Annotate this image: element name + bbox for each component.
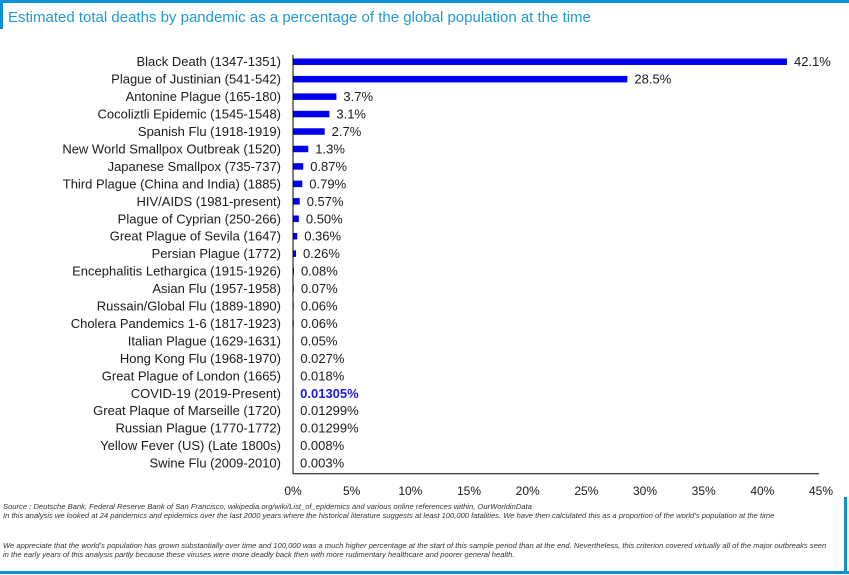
footnote-accent-bar xyxy=(844,497,847,572)
bar xyxy=(293,110,330,118)
value-label: 0.57% xyxy=(307,194,344,209)
bar xyxy=(293,215,299,223)
x-tick-label: 15% xyxy=(457,484,481,498)
bar xyxy=(293,75,628,83)
x-tick-label: 25% xyxy=(574,484,598,498)
title-accent-bar xyxy=(0,3,3,29)
top-border-rule xyxy=(0,0,849,3)
category-label: Black Death (1347-1351) xyxy=(136,54,281,69)
bar xyxy=(293,93,337,100)
bar xyxy=(293,145,309,153)
value-labels-group: 42.1% 28.5% 3.7% 3.1% 2.7% 1.3% 0.87% 0.79% 0.57… xyxy=(300,54,831,470)
category-label: Yellow Fever (US) (Late 1800s) xyxy=(100,438,281,453)
caveat-note: We appreciate that the world’s populatio… xyxy=(3,541,827,560)
category-label: Hong Kong Flu (1968-1970) xyxy=(120,351,281,366)
value-label: 0.79% xyxy=(309,176,346,191)
value-label: 42.1% xyxy=(794,54,831,69)
bar xyxy=(293,250,297,257)
category-label: Great Plague of London (1665) xyxy=(102,368,281,383)
value-label: 0.07% xyxy=(301,281,338,296)
bar xyxy=(293,128,325,135)
category-label: Swine Flu (2009-2010) xyxy=(149,456,281,471)
bar xyxy=(293,58,787,65)
category-label: New World Smallpox Outbreak (1520) xyxy=(62,141,281,156)
category-labels-group: Black Death (1347-1351) Plague of Justini… xyxy=(62,54,281,470)
bar xyxy=(293,163,304,170)
x-tick-label: 20% xyxy=(516,484,540,498)
value-label: 0.50% xyxy=(306,211,343,226)
category-label: Third Plague (China and India) (1885) xyxy=(63,176,281,191)
category-label: Asian Flu (1957-1958) xyxy=(152,281,281,296)
bars-group xyxy=(293,58,787,467)
category-label: Encephalitis Lethargica (1915-1926) xyxy=(72,264,281,279)
value-label: 0.018% xyxy=(300,368,345,383)
chart-title: Estimated total deaths by pandemic as a … xyxy=(8,9,591,26)
category-label: Japanese Smallpox (735-737) xyxy=(108,159,281,174)
bar xyxy=(293,180,303,188)
bottom-border-rule xyxy=(0,571,849,574)
value-label: 0.87% xyxy=(310,159,347,174)
value-label: 0.06% xyxy=(301,299,338,314)
value-label: 0.008% xyxy=(300,438,345,453)
value-label: 0.003% xyxy=(300,456,345,471)
value-label: 0.06% xyxy=(301,316,338,331)
category-label: Antonine Plague (165-180) xyxy=(126,89,281,104)
value-label: 2.7% xyxy=(332,124,362,139)
x-tick-labels-group: 0% 5% 10% 15% 20% 25% 30% 35% 40% 45% xyxy=(284,484,833,498)
bar-chart: Black Death (1347-1351) Plague of Justini… xyxy=(62,54,833,498)
value-label: 0.01299% xyxy=(300,421,359,436)
category-label: Italian Plague (1629-1631) xyxy=(128,333,281,348)
value-label: 0.26% xyxy=(303,246,340,261)
category-label: Great Plaque of Marseille (1720) xyxy=(93,403,281,418)
value-label: 3.1% xyxy=(336,107,366,122)
value-label: 3.7% xyxy=(343,89,373,104)
methodology-note: In this analysis we looked at 24 pandemi… xyxy=(3,511,775,521)
x-tick-label: 45% xyxy=(809,484,833,498)
source-note: Source : Deutsche Bank, Federal Reserve … xyxy=(3,502,532,511)
category-label: Plague of Cyprian (250-266) xyxy=(118,211,281,226)
category-label: Plague of Justinian (541-542) xyxy=(111,72,281,87)
x-tick-label: 40% xyxy=(750,484,774,498)
x-tick-label: 5% xyxy=(343,484,361,498)
highlighted-value-label: 0.01305% xyxy=(300,386,359,401)
value-label: 1.3% xyxy=(315,141,345,156)
x-tick-label: 35% xyxy=(692,484,716,498)
value-label: 0.05% xyxy=(301,333,338,348)
category-label: COVID-19 (2019-Present) xyxy=(131,386,281,401)
footnote-block: Source : Deutsche Bank, Federal Reserve … xyxy=(3,502,833,521)
category-label: Russain/Global Flu (1889-1890) xyxy=(97,299,281,314)
value-label: 0.01299% xyxy=(300,403,359,418)
x-tick-label: 30% xyxy=(633,484,657,498)
value-label: 0.08% xyxy=(301,264,338,279)
category-label: Great Plague of Sevila (1647) xyxy=(110,229,281,244)
value-label: 0.027% xyxy=(300,351,345,366)
value-label: 0.36% xyxy=(304,229,341,244)
bar xyxy=(293,232,298,240)
x-tick-label: 0% xyxy=(284,484,302,498)
category-label: Cholera Pandemics 1-6 (1817-1923) xyxy=(71,316,281,331)
category-label: Russian Plague (1770-1772) xyxy=(116,421,282,436)
category-label: Cocoliztli Epidemic (1545-1548) xyxy=(97,107,281,122)
value-label: 28.5% xyxy=(634,72,671,87)
x-tick-label: 10% xyxy=(398,484,422,498)
bar xyxy=(293,198,300,205)
category-label: Persian Plague (1772) xyxy=(152,246,281,261)
category-label: HIV/AIDS (1981-present) xyxy=(136,194,281,209)
category-label: Spanish Flu (1918-1919) xyxy=(138,124,281,139)
